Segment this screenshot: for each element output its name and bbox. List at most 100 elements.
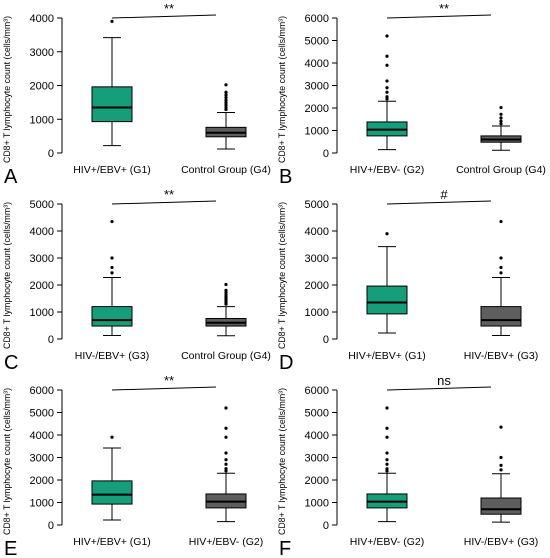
outlier-point [224,426,228,430]
iqr-box [480,497,522,515]
y-tick-label: 4000 [305,226,329,238]
outlier-point [224,467,228,471]
y-tick-label: 4000 [30,430,54,442]
category-label: HIV+/EBV- (G2) [350,164,424,176]
panel-f: 0 1000 2000 3000 4000 5000 6000 CD8+ T lymphocy… [275,372,550,558]
y-axis-title: CD8+ T lymphocyte count (cells/mm³) [277,388,287,535]
outlier-point [499,119,503,123]
y-tick-label: 1000 [30,498,54,510]
panel-letter: A [4,166,18,188]
outlier-point [385,435,389,439]
outlier-point [385,469,389,473]
outlier-point [385,79,389,83]
y-axis-title: CD8+ T lymphocyte count (cells/mm³) [2,202,12,349]
outlier-point [110,435,114,439]
category-label: Control Group (G4) [181,164,271,176]
outlier-point [385,406,389,410]
significance-label: ** [164,187,174,202]
box-group [205,282,247,337]
outlier-point [499,425,503,429]
y-axis-title: CD8+ T lymphocyte count (cells/mm³) [2,16,12,163]
outlier-point [224,105,228,110]
chart-svg: 0 1000 2000 3000 4000 CD8+ T lymphocyte count… [2,1,271,188]
y-tick-label: 3000 [30,453,54,465]
category-label: HIV+/EBV+ (G1) [73,536,151,548]
y-tick-label: 2000 [30,475,54,487]
y-tick-label: 1000 [30,307,54,319]
outlier-point [224,101,228,105]
y-tick-label: 2000 [305,475,329,487]
box-group [91,19,133,147]
category-label: HIV-/EBV+ (G3) [75,350,149,362]
outlier-point [499,468,503,472]
outlier-point [224,451,228,455]
y-tick-label: 1000 [305,498,329,510]
outlier-point [499,112,503,116]
panel-a: 0 1000 2000 3000 4000 CD8+ T lymphocyte count… [0,0,275,188]
significance-label: ** [164,1,174,16]
outlier-point [224,458,228,462]
y-tick-label: 4000 [305,58,329,70]
outlier-point [499,455,503,460]
outlier-point [110,19,114,23]
category-label: HIV-/EBV+ (G3) [464,536,538,548]
y-tick-label: 1000 [305,126,329,138]
outlier-point [224,103,228,107]
box-group [366,232,408,334]
y-axis-title: CD8+ T lymphocyte count (cells/mm³) [277,202,287,349]
outlier-point [224,469,228,473]
y-tick-label: 0 [323,148,329,160]
significance-bracket [386,386,492,391]
y-tick-label: 5000 [305,36,329,48]
chart-svg: 0 1000 2000 3000 4000 5000 6000 CD8+ T lymphocy… [277,1,546,188]
y-tick-label: 6000 [30,385,54,397]
chart-svg: 0 1000 2000 3000 4000 5000 CD8+ T lymphocyte c… [277,187,538,374]
box-group [205,83,247,150]
category-label: HIV-/EBV+ (G3) [464,350,538,362]
box-group [366,34,408,151]
y-tick-label: 1000 [30,114,54,126]
outlier-point [385,467,389,471]
outlier-point [499,219,503,224]
outlier-point [224,406,228,410]
iqr-box [91,306,133,327]
chart-svg: 0 1000 2000 3000 4000 5000 6000 CD8+ T lymphocy… [2,373,263,558]
y-axis-title: CD8+ T lymphocyte count (cells/mm³) [2,388,12,535]
category-label: HIV+/EBV- (G2) [189,536,263,548]
significance-bracket [111,386,217,391]
chart-svg: 0 1000 2000 3000 4000 5000 CD8+ T lymphocyte c… [2,187,271,374]
iqr-box [91,480,133,505]
category-label: Control Group (G4) [181,350,271,362]
y-tick-label: 4000 [30,226,54,238]
outlier-point [224,90,228,94]
y-tick-label: 6000 [305,385,329,397]
outlier-point [224,462,228,466]
y-tick-label: 0 [48,148,54,160]
y-tick-label: 5000 [30,408,54,420]
box-group [480,425,522,523]
significance-label: ** [439,1,449,16]
y-axis-title: CD8+ T lymphocyte count (cells/mm³) [277,16,287,163]
outlier-point [499,256,503,260]
category-label: HIV+/EBV+ (G1) [73,164,151,176]
outlier-point [224,282,228,287]
outlier-point [110,271,114,275]
outlier-point [224,435,228,439]
y-tick-label: 3000 [305,253,329,265]
y-tick-label: 4000 [305,430,329,442]
panel-e: 0 1000 2000 3000 4000 5000 6000 CD8+ T lymphocy… [0,372,275,558]
outlier-point [110,219,114,224]
y-tick-label: 0 [323,520,329,532]
panel-letter: C [4,352,18,374]
y-tick-label: 5000 [305,408,329,420]
category-label: HIV+/EBV+ (G1) [348,350,426,362]
outlier-point [110,256,114,260]
y-tick-label: 0 [323,334,329,346]
panel-d: 0 1000 2000 3000 4000 5000 CD8+ T lymphocyte c… [275,186,550,374]
panel-letter: F [279,538,291,558]
outlier-point [499,265,503,270]
outlier-point [499,105,503,110]
significance-bracket [111,14,217,19]
y-tick-label: 5000 [305,199,329,211]
y-tick-label: 5000 [30,199,54,211]
